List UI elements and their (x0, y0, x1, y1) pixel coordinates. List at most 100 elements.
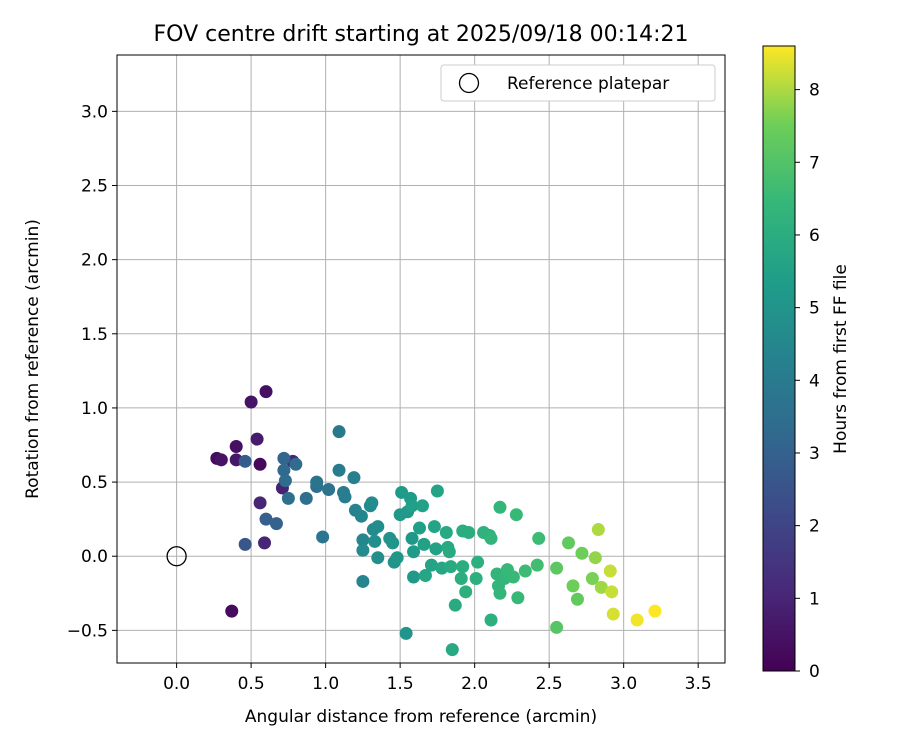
data-point (424, 558, 438, 572)
x-tick-label: 3.5 (685, 674, 712, 694)
data-point (390, 551, 404, 565)
data-point (427, 520, 441, 534)
x-tick-label: 2.0 (461, 674, 488, 694)
data-point (605, 585, 619, 599)
data-point (299, 491, 313, 505)
data-point (253, 496, 267, 510)
data-point (289, 457, 303, 471)
data-point (606, 607, 620, 621)
data-point (250, 432, 264, 446)
data-point (259, 385, 273, 399)
data-point (648, 604, 662, 618)
data-point (310, 475, 324, 489)
data-point (532, 531, 546, 545)
data-point (371, 551, 385, 565)
reference-platepar-marker (166, 546, 187, 567)
data-point (258, 536, 272, 550)
scatter-points (210, 385, 662, 657)
axis-ticks: 0.0 0.5 1.0 1.5 2.0 2.5 3.0 3.5 −0.5 0.0 0.5 1.0 1.5… (67, 102, 712, 694)
data-point (448, 598, 462, 612)
data-point (316, 530, 330, 544)
colorbar-gradient (762, 45, 796, 672)
colorbar-tick-label: 5 (809, 299, 820, 319)
x-tick-label: 0.0 (163, 674, 190, 694)
y-tick-label: 2.0 (81, 251, 108, 271)
x-axis-label: Angular distance from reference (arcmin) (245, 707, 597, 727)
data-point (277, 451, 291, 465)
data-point (484, 531, 498, 545)
legend-box (440, 64, 716, 102)
data-point (214, 453, 228, 467)
data-point (356, 574, 370, 588)
y-axis-label: Rotation from reference (arcmin) (23, 219, 43, 499)
data-point (445, 643, 459, 657)
data-point (575, 546, 589, 560)
data-point (506, 570, 520, 584)
colorbar-tick-label: 6 (809, 226, 820, 246)
x-tick-label: 1.5 (387, 674, 414, 694)
data-point (454, 571, 468, 585)
x-tick-label: 0.5 (238, 674, 265, 694)
data-point (493, 500, 507, 514)
data-point (413, 521, 427, 535)
data-point (332, 425, 346, 439)
data-point (603, 564, 617, 578)
data-point (278, 474, 292, 488)
data-point (277, 463, 291, 477)
data-point (259, 512, 273, 526)
data-point (484, 613, 498, 627)
colorbar-tick-label: 3 (809, 444, 820, 464)
data-point (456, 560, 470, 574)
data-point (322, 482, 336, 496)
data-point (244, 395, 258, 409)
x-tick-label: 3.0 (610, 674, 637, 694)
legend-label: Reference platepar (507, 74, 669, 94)
data-point (439, 526, 453, 540)
data-point (570, 592, 584, 606)
data-point (356, 543, 370, 557)
data-point (368, 534, 382, 548)
x-tick-label: 1.0 (312, 674, 339, 694)
data-point (332, 463, 346, 477)
data-point (238, 454, 252, 468)
data-point (430, 484, 444, 498)
data-point (550, 561, 564, 575)
y-tick-label: 1.0 (81, 399, 108, 419)
data-point (429, 542, 443, 556)
data-point (386, 536, 400, 550)
colorbar-tick-label: 7 (809, 153, 820, 173)
data-point (518, 564, 532, 578)
data-point (415, 499, 429, 513)
chart-title: FOV centre drift starting at 2025/09/18 … (154, 22, 689, 47)
data-point (407, 570, 421, 584)
data-point (405, 531, 419, 545)
colorbar-tick-label: 1 (809, 589, 820, 609)
colorbar-tick-label: 0 (809, 662, 820, 682)
data-point (365, 496, 379, 510)
data-point (238, 537, 252, 551)
colorbar-tick-label: 8 (809, 81, 820, 101)
y-tick-label: 3.0 (81, 102, 108, 122)
data-point (588, 551, 602, 565)
data-point (462, 526, 476, 540)
data-point (469, 571, 483, 585)
data-point (347, 471, 361, 485)
data-point (442, 545, 456, 559)
colorbar: 0 1 2 3 4 5 6 7 8 Hours from first FF file (762, 45, 851, 682)
y-tick-label: 0.0 (81, 547, 108, 567)
x-tick-label: 2.5 (536, 674, 563, 694)
data-point (405, 499, 419, 513)
y-tick-label: −0.5 (67, 621, 108, 641)
data-point (471, 555, 485, 569)
data-point (417, 537, 431, 551)
grid-lines (117, 55, 725, 663)
data-point (225, 604, 239, 618)
y-tick-label: 2.5 (81, 176, 108, 196)
y-tick-label: 1.5 (81, 325, 108, 345)
data-point (530, 558, 544, 572)
colorbar-tick-label: 4 (809, 371, 820, 391)
data-point (550, 620, 564, 634)
data-point (493, 586, 507, 600)
data-point (511, 591, 525, 605)
